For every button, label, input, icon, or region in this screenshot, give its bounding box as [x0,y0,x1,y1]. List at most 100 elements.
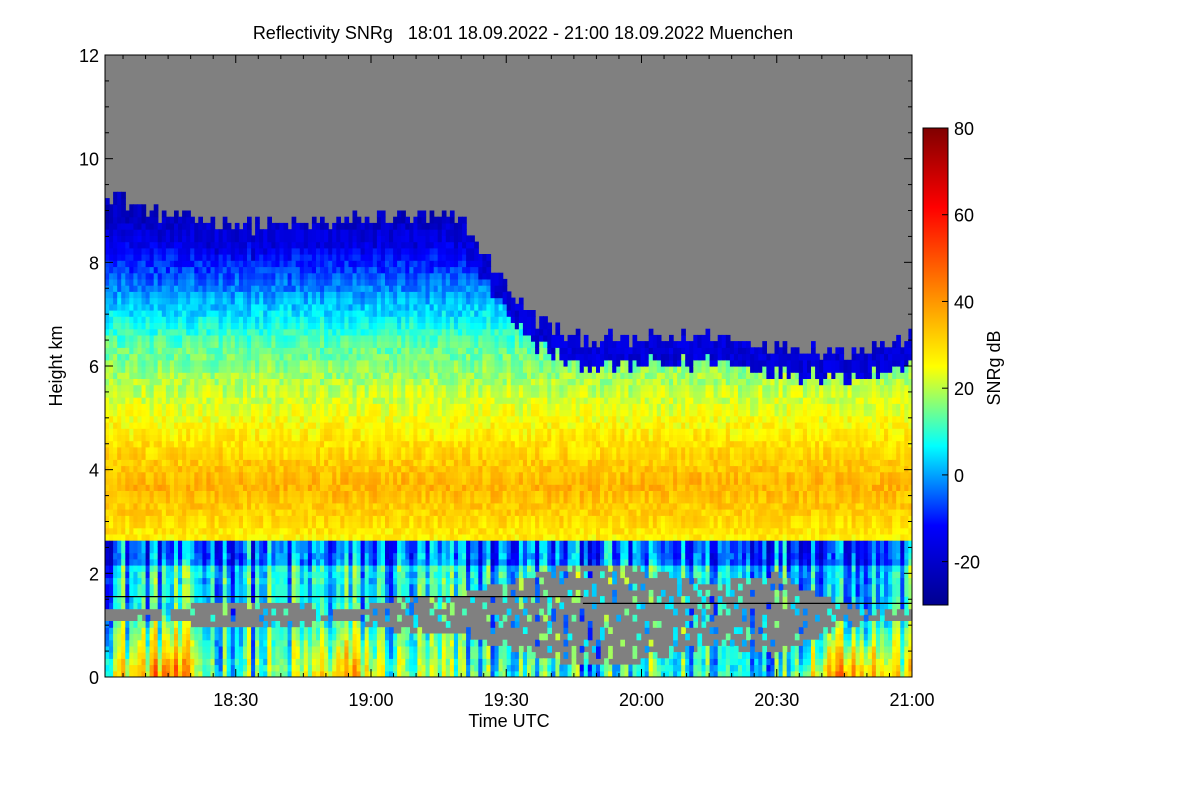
reflectivity-cell [263,372,268,379]
reflectivity-cell [316,614,321,622]
reflectivity-cell [356,359,362,367]
reflectivity-cell [198,378,203,386]
reflectivity-cell [149,353,155,361]
reflectivity-cell [117,241,122,249]
reflectivity-cell [291,235,297,243]
reflectivity-cell [348,515,354,523]
reflectivity-cell [271,490,277,498]
reflectivity-cell [295,502,301,510]
reflectivity-cell [218,565,224,572]
reflectivity-cell [141,428,147,435]
reflectivity-cell [113,297,118,305]
reflectivity-cell [105,459,110,467]
reflectivity-cell [206,558,212,566]
reflectivity-cell [247,316,252,323]
reflectivity-cell [263,390,268,398]
reflectivity-cell [340,428,345,435]
reflectivity-cell [385,341,390,348]
reflectivity-cell [133,453,139,460]
reflectivity-cell [328,378,333,386]
reflectivity-cell [320,322,325,330]
reflectivity-cell [259,478,264,485]
reflectivity-cell [190,272,195,280]
reflectivity-cell [316,670,321,677]
reflectivity-cell [149,397,155,404]
reflectivity-cell [210,216,216,224]
reflectivity-cell [178,627,183,634]
reflectivity-cell [360,409,366,417]
reflectivity-cell [157,496,163,504]
reflectivity-cell [149,484,155,491]
reflectivity-cell [287,540,293,547]
reflectivity-cell [178,334,183,342]
reflectivity-cell [275,552,281,560]
reflectivity-cell [267,658,272,666]
reflectivity-cell [137,633,143,641]
reflectivity-cell [263,552,268,560]
reflectivity-cell [336,509,341,516]
reflectivity-cell [303,521,309,529]
reflectivity-cell [299,285,305,292]
reflectivity-cell [230,353,236,361]
reflectivity-cell [320,533,325,541]
reflectivity-cell [190,254,195,261]
reflectivity-cell [283,664,289,672]
reflectivity-cell [316,390,321,398]
reflectivity-cell [125,341,130,348]
reflectivity-cell [263,428,268,435]
reflectivity-cell [194,627,199,634]
reflectivity-cell [295,565,301,572]
reflectivity-cell [356,390,362,398]
reflectivity-cell [222,403,228,411]
reflectivity-cell [320,490,325,498]
reflectivity-cell [214,478,220,485]
reflectivity-cell [210,521,216,529]
reflectivity-cell [271,621,277,628]
reflectivity-cell [311,235,317,243]
reflectivity-cell [247,471,252,479]
reflectivity-cell [352,409,358,417]
reflectivity-cell [291,322,297,330]
reflectivity-cell [190,509,195,516]
reflectivity-cell [234,303,240,311]
reflectivity-cell [372,366,378,373]
reflectivity-cell [271,496,277,504]
reflectivity-cell [372,465,378,473]
reflectivity-cell [165,546,171,554]
reflectivity-cell [230,291,236,299]
reflectivity-cell [311,422,317,429]
reflectivity-cell [182,285,187,292]
reflectivity-cell [324,558,329,566]
reflectivity-cell [218,390,224,398]
reflectivity-cell [141,583,147,591]
reflectivity-cell [202,353,208,361]
reflectivity-cell [348,664,354,672]
reflectivity-cell [243,453,248,460]
reflectivity-cell [360,328,366,336]
reflectivity-cell [368,478,374,485]
reflectivity-cell [299,515,305,523]
reflectivity-cell [316,440,321,448]
reflectivity-cell [109,639,114,647]
reflectivity-cell [178,310,183,317]
reflectivity-cell [238,384,244,392]
reflectivity-cell [165,310,171,317]
reflectivity-cell [376,341,382,348]
reflectivity-cell [263,502,268,510]
reflectivity-cell [376,328,382,336]
reflectivity-cell [275,496,281,504]
reflectivity-cell [194,639,199,647]
reflectivity-cell [279,241,285,249]
reflectivity-cell [157,303,163,311]
reflectivity-cell [267,254,272,261]
reflectivity-cell [125,633,130,641]
reflectivity-cell [243,658,248,666]
reflectivity-cell [174,540,179,547]
reflectivity-cell [275,533,281,541]
reflectivity-cell [234,490,240,498]
reflectivity-cell [279,546,285,554]
reflectivity-cell [153,372,159,379]
reflectivity-cell [125,372,130,379]
reflectivity-cell [368,341,374,348]
reflectivity-cell [214,334,220,342]
